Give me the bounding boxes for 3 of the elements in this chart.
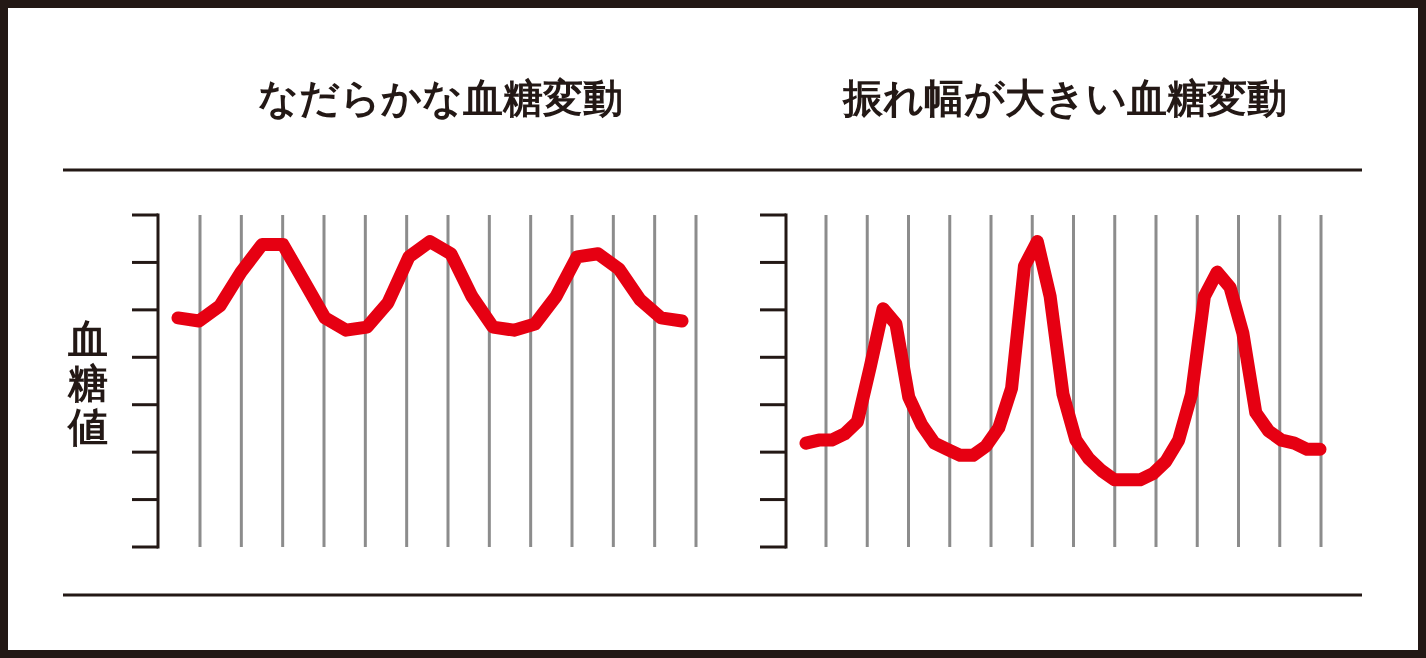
y-axis-title: 血糖値 [66,316,108,450]
chart-title: 振れ幅が大きい血糖変動 [842,75,1287,121]
chart-title: なだらかな血糖変動 [257,75,623,121]
